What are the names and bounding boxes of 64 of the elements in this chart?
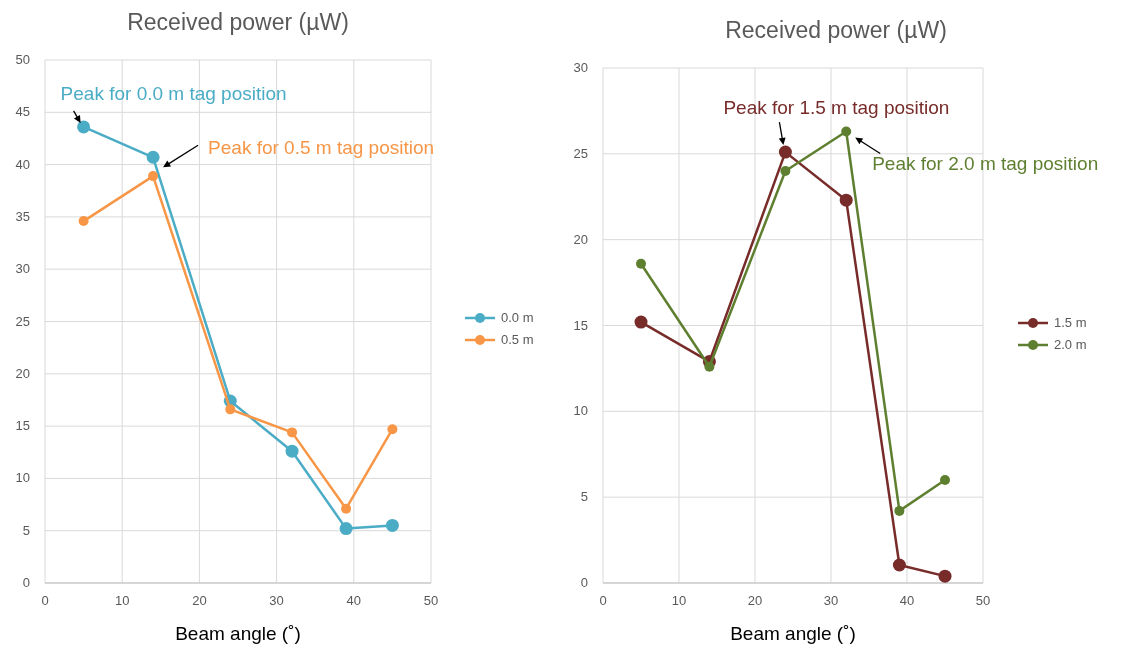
y-tick-label: 40 — [15, 156, 30, 172]
legend-label: 2.0 m — [1054, 337, 1087, 352]
x-tick-label: 50 — [975, 593, 991, 608]
point — [894, 505, 905, 516]
x-tick-label: 30 — [823, 593, 839, 608]
point — [938, 569, 952, 583]
legend-label: 0.5 m — [501, 332, 534, 347]
x-tick-label: 30 — [269, 593, 284, 608]
legend-label: 0.0 m — [501, 310, 534, 325]
point — [841, 126, 852, 137]
point — [285, 444, 299, 458]
annotation: Peak for 0.5 m tag position — [208, 137, 435, 159]
y-tick-label: 35 — [15, 208, 30, 224]
annotation: Peak for 0.0 m tag position — [60, 82, 287, 104]
x-tick-label: 20 — [747, 593, 763, 608]
point — [892, 558, 906, 572]
y-tick-label: 15 — [573, 317, 588, 333]
point — [636, 258, 646, 269]
x-tick-label: 10 — [114, 593, 130, 608]
point — [704, 361, 715, 372]
point — [225, 404, 236, 415]
x-tick-label: 10 — [671, 593, 687, 608]
x-tick-label: 20 — [192, 593, 207, 608]
y-tick-label: 25 — [573, 145, 588, 161]
x-tick-label: 50 — [423, 593, 439, 608]
y-tick-label: 30 — [573, 60, 588, 75]
point — [146, 150, 160, 164]
point — [78, 216, 89, 227]
x-tick-label: 0 — [599, 593, 607, 608]
point — [77, 120, 91, 134]
x-tick-label: 40 — [346, 593, 362, 608]
x-axis-title: Beam angle (˚) — [730, 623, 856, 644]
annotation: Peak for 2.0 m tag position — [872, 152, 1099, 174]
point — [778, 145, 792, 159]
annotation: Peak for 1.5 m tag position — [723, 97, 950, 119]
y-tick-label: 50 — [15, 52, 30, 67]
x-tick-label: 40 — [899, 593, 915, 608]
point — [387, 424, 398, 435]
y-tick-label: 20 — [573, 231, 588, 247]
y-tick-label: 10 — [573, 403, 588, 419]
legend-label: 1.5 m — [1054, 315, 1087, 330]
x-tick-label: 0 — [41, 593, 49, 608]
point — [385, 518, 399, 532]
y-tick-label: 5 — [580, 489, 588, 505]
y-tick-label: 0 — [22, 575, 30, 590]
y-tick-label: 10 — [15, 470, 30, 486]
point — [287, 427, 298, 438]
point — [839, 193, 853, 207]
point — [341, 503, 352, 514]
x-axis-title: Beam angle (˚) — [175, 623, 301, 644]
y-tick-label: 0 — [580, 575, 588, 590]
y-tick-label: 15 — [15, 418, 30, 434]
chart-title: Received power (µW) — [127, 9, 349, 35]
y-tick-label: 5 — [22, 522, 30, 538]
point — [148, 171, 159, 182]
y-tick-label: 45 — [15, 104, 30, 120]
point — [339, 522, 353, 536]
y-tick-label: 20 — [15, 365, 30, 381]
chart-title: Received power (µW) — [725, 17, 947, 43]
y-tick-label: 30 — [15, 261, 30, 277]
point — [634, 315, 648, 329]
point — [780, 166, 791, 176]
y-tick-label: 25 — [15, 313, 30, 329]
point — [940, 475, 950, 485]
